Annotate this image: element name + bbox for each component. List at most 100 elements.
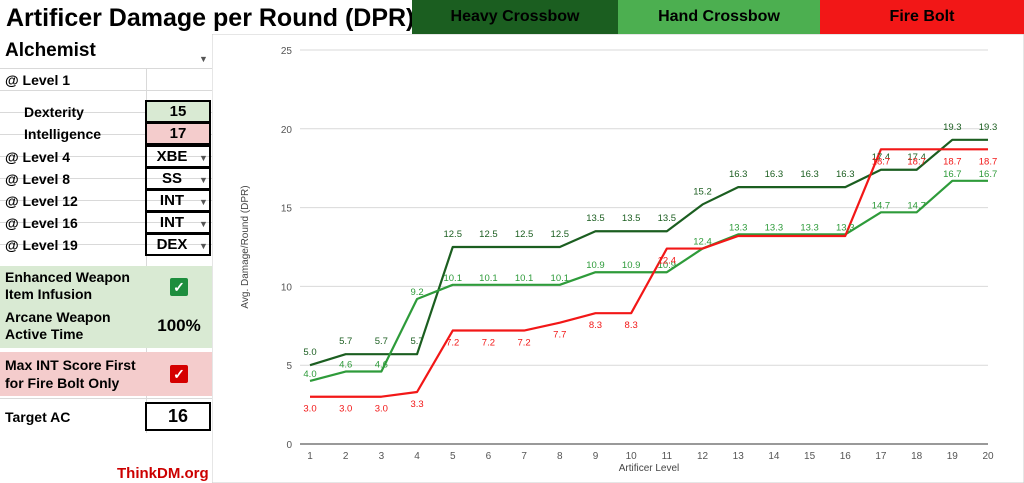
- y-tick-label: 0: [286, 440, 292, 451]
- x-tick-label: 7: [521, 451, 527, 462]
- level19-label: @ Level 19: [5, 237, 78, 253]
- data-label: 8.3: [589, 320, 602, 331]
- max-int-label: Max INT Score First for Fire Bolt Only: [5, 356, 136, 392]
- data-label: 3.0: [303, 404, 316, 415]
- x-tick-label: 13: [733, 451, 745, 462]
- level16-dropdown[interactable]: INT ▼: [145, 211, 211, 234]
- level12-dropdown[interactable]: INT ▼: [145, 189, 211, 212]
- arcane-label: Arcane Weapon Active Time: [5, 309, 111, 343]
- max-int-label-line2: for Fire Bolt Only: [5, 375, 120, 391]
- data-label: 17.4: [872, 152, 891, 163]
- data-label: 5.7: [375, 336, 388, 347]
- y-tick-label: 25: [281, 46, 293, 57]
- data-label: 13.5: [586, 213, 605, 224]
- data-label: 10.9: [586, 260, 605, 271]
- data-label: 19.3: [979, 122, 998, 133]
- site-credit: ThinkDM.org: [117, 465, 209, 482]
- x-tick-label: 8: [557, 451, 563, 462]
- data-label: 13.5: [622, 213, 641, 224]
- data-label: 5.0: [303, 347, 316, 358]
- max-int-label-line1: Max INT Score First: [5, 357, 136, 373]
- data-label: 18.7: [907, 156, 926, 167]
- series-line-fire-bolt: [310, 148, 988, 398]
- target-ac-input[interactable]: 16: [145, 402, 211, 431]
- data-label: 18.7: [943, 156, 962, 167]
- page-title: Artificer Damage per Round (DPR): [6, 4, 415, 32]
- level4-value: XBE: [156, 148, 188, 165]
- data-label: 12.4: [693, 237, 712, 248]
- settings-panel: Alchemist ▼ @ Level 1 Dexterity 15 Intel…: [0, 34, 212, 483]
- x-tick-label: 14: [768, 451, 780, 462]
- grid-line: [0, 398, 212, 399]
- arcane-time-value[interactable]: 100%: [157, 316, 201, 335]
- max-int-checkbox[interactable]: ✓: [170, 365, 188, 383]
- series-line-heavy-crossbow: [309, 138, 988, 367]
- chevron-down-icon: ▼: [199, 241, 208, 251]
- y-axis-label: Avg. Damage/Round (DPR): [240, 185, 251, 308]
- data-label: 3.0: [339, 404, 352, 415]
- chevron-down-icon: ▼: [199, 219, 208, 229]
- data-label: 10.1: [515, 273, 534, 284]
- data-label: 16.3: [836, 169, 855, 180]
- data-label: 16.3: [800, 169, 819, 180]
- grid-line: [0, 200, 212, 201]
- x-tick-label: 3: [379, 451, 385, 462]
- level8-dropdown[interactable]: SS ▼: [145, 167, 211, 190]
- data-label: 18.7: [872, 156, 891, 167]
- data-label: 4.0: [303, 369, 316, 380]
- dexterity-label: Dexterity: [24, 104, 84, 120]
- x-tick-label: 5: [450, 451, 456, 462]
- data-label: 13.5: [658, 213, 677, 224]
- x-tick-label: 4: [414, 451, 420, 462]
- series-line-hand-crossbow: [309, 179, 988, 383]
- data-label: 16.3: [729, 169, 748, 180]
- intelligence-input[interactable]: 17: [145, 122, 211, 145]
- level8-value: SS: [161, 170, 182, 187]
- x-tick-label: 2: [343, 451, 349, 462]
- legend-hand-crossbow: Hand Crossbow: [618, 0, 820, 34]
- x-tick-label: 16: [840, 451, 852, 462]
- infusion-label: Enhanced Weapon Item Infusion: [5, 269, 130, 303]
- x-tick-label: 19: [947, 451, 959, 462]
- data-label: 12.5: [443, 229, 462, 240]
- fire-bolt-option-block: Max INT Score First for Fire Bolt Only ✓: [0, 352, 212, 396]
- infusion-label-line1: Enhanced Weapon: [5, 269, 130, 285]
- data-label: 17.4: [907, 152, 926, 163]
- data-label: 13.3: [800, 222, 819, 233]
- data-label: 16.3: [765, 169, 784, 180]
- data-label: 7.2: [446, 338, 459, 349]
- grid-line: [0, 178, 212, 179]
- arcane-label-line2: Active Time: [5, 326, 84, 342]
- chevron-down-icon: ▼: [199, 153, 208, 163]
- data-label: 8.3: [625, 320, 638, 331]
- grid-line: [0, 222, 212, 223]
- level16-label: @ Level 16: [5, 215, 78, 231]
- data-label: 12.5: [479, 229, 498, 240]
- grid-line: [0, 90, 212, 91]
- infusion-checkbox[interactable]: ✓: [170, 278, 188, 296]
- grid-line: [0, 156, 212, 157]
- data-label: 10.1: [551, 273, 570, 284]
- level4-dropdown[interactable]: XBE ▼: [145, 145, 211, 168]
- data-label: 18.7: [979, 156, 998, 167]
- y-tick-label: 20: [281, 125, 293, 136]
- data-label: 16.7: [979, 169, 998, 180]
- chevron-down-icon: ▼: [199, 197, 208, 207]
- dexterity-input[interactable]: 15: [145, 100, 211, 123]
- chart-frame: [212, 34, 1024, 483]
- subclass-dropdown[interactable]: Alchemist ▼: [0, 34, 212, 68]
- level12-value: INT: [159, 192, 185, 209]
- y-tick-label: 15: [281, 204, 293, 215]
- data-label: 7.2: [482, 338, 495, 349]
- level19-dropdown[interactable]: DEX ▼: [145, 233, 211, 256]
- data-label: 5.7: [339, 336, 352, 347]
- data-label: 10.1: [479, 273, 498, 284]
- data-label: 9.2: [410, 287, 423, 298]
- legend-heavy-crossbow: Heavy Crossbow: [412, 0, 618, 34]
- data-label: 12.5: [515, 229, 534, 240]
- weapon-options-block: Enhanced Weapon Item Infusion ✓ Arcane W…: [0, 266, 212, 348]
- arcane-label-line1: Arcane Weapon: [5, 309, 111, 325]
- level8-label: @ Level 8: [5, 171, 71, 187]
- data-label: 19.3: [943, 122, 962, 133]
